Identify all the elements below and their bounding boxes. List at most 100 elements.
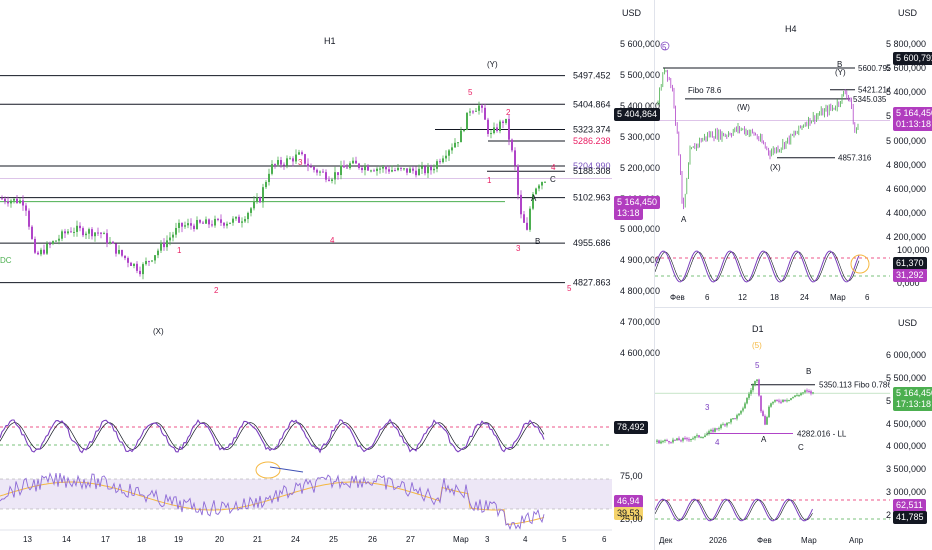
candle-body <box>124 255 126 259</box>
candle-body <box>331 179 333 182</box>
candle-body <box>376 168 378 172</box>
candle-body <box>451 147 453 151</box>
d1-candle-body <box>678 438 680 441</box>
candle-body <box>178 222 180 228</box>
candle-body <box>463 130 465 132</box>
d1-price-tick: 4 500,000 <box>886 418 927 429</box>
d1-fibo-label: 5350.113 Fibo 0.786 <box>819 381 890 390</box>
candle-body <box>46 243 48 254</box>
d1-candle-body <box>712 429 714 432</box>
d1-candle-body <box>756 379 758 382</box>
d1-osc-value-tag: 41,785 <box>893 511 927 524</box>
candle-body <box>370 170 372 172</box>
candle-body <box>541 182 543 186</box>
d1-wave-label: 4 <box>715 438 720 447</box>
d1-last-price-tag: 5 164,450 <box>893 387 932 400</box>
candle-body <box>316 169 318 173</box>
d1-candle-body <box>662 440 664 442</box>
h4-osc-tick: 0,000 <box>897 278 920 288</box>
candle-body <box>88 229 90 234</box>
h4-chart-panel[interactable]: H4 5600.792 5421.214 5345.035 4857.316 Fibo … <box>655 0 890 305</box>
candle-body <box>61 231 63 239</box>
d1-wave-label: A <box>761 435 767 444</box>
h1-price-chart[interactable]: 5497.452 5404.864 5323.374 5286.238 5204.990… <box>0 0 612 550</box>
h4-price-tick: 5 400,000 <box>886 87 927 98</box>
d1-candle-body <box>684 438 686 440</box>
d1-candle-body <box>742 408 744 411</box>
d1-candle-body <box>730 418 732 423</box>
candle-body <box>337 172 339 176</box>
h1-price-axis[interactable]: USD 5 600,000 5 500,000 5 400,000 5 300,000… <box>612 0 660 530</box>
h4-date-label: Мар <box>830 293 846 302</box>
d1-candle-body <box>800 393 802 396</box>
candle-body <box>73 231 75 233</box>
candle-body <box>355 160 357 164</box>
candle-body <box>232 218 234 223</box>
h1-chart-panel[interactable]: H1 5497.452 5404.864 5323.374 5286.238 5204.… <box>0 0 612 550</box>
h4-fibo-label: Fibo 78.6 <box>688 86 722 95</box>
candle-body <box>502 121 504 123</box>
candle-body <box>265 182 267 188</box>
h4-level-label: 5421.214 <box>858 86 890 95</box>
h1-last-price-tag: 5 164,450 <box>614 196 661 209</box>
candle-body <box>106 233 108 244</box>
candle-body <box>403 168 405 170</box>
d1-candle-body <box>738 413 740 416</box>
candle-body <box>226 223 228 226</box>
candle-body <box>163 243 165 248</box>
rsi-highlight-circle <box>255 461 281 479</box>
candle-body <box>259 197 261 203</box>
d1-candle-body <box>698 435 700 438</box>
d1-candle-body <box>708 431 710 434</box>
h4-wave-label: (X) <box>770 163 781 172</box>
candle-body <box>310 166 312 168</box>
candle-body <box>472 111 474 113</box>
candle-body <box>460 130 462 143</box>
candle-body <box>175 227 177 235</box>
candle-body <box>433 168 435 171</box>
d1-candle-body <box>680 440 682 442</box>
d1-candle-body <box>770 403 772 407</box>
d1-candle-body <box>734 418 736 420</box>
candle-body <box>133 263 135 266</box>
h4-wave-label: (Y) <box>835 68 846 77</box>
h1-date-label: 13 <box>23 535 32 544</box>
h1-rsi-tick: 25,00 <box>620 514 643 524</box>
h1-date-label: 24 <box>291 535 300 544</box>
candle-body <box>121 249 123 256</box>
d1-candle-body <box>690 438 692 441</box>
candle-body <box>304 154 306 164</box>
h4-price-tick: 5 600,000 <box>886 63 927 74</box>
candle-body <box>346 167 348 169</box>
candle-body <box>529 208 531 230</box>
d1-date-label: 2026 <box>709 536 727 545</box>
d1-candle-body <box>702 437 704 439</box>
candle-body <box>493 127 495 134</box>
candle-body <box>445 155 447 159</box>
h4-wave-label: 5 <box>662 43 667 52</box>
d1-title: D1 <box>752 324 764 334</box>
candle-body <box>268 173 270 183</box>
h4-level-label: 4857.316 <box>838 154 872 163</box>
d1-candle-body <box>660 441 662 444</box>
d1-candle-body <box>748 393 750 398</box>
candle-body <box>436 161 438 169</box>
candle-body <box>283 164 285 166</box>
candle-body <box>499 121 501 132</box>
d1-candle-body <box>808 391 810 393</box>
candle-body <box>130 262 132 266</box>
candle-body <box>31 226 33 239</box>
d1-candle-body <box>752 385 754 391</box>
candle-body <box>1 198 3 200</box>
d1-price-chart[interactable]: 5350.113 Fibo 0.786 4282.016 - LL (5) 5 3 4 A B… <box>655 310 890 550</box>
d1-candle-body <box>664 440 666 442</box>
rsi-line <box>0 472 545 531</box>
candle-body <box>367 166 369 171</box>
level-label: 4955.686 <box>573 238 611 248</box>
d1-price-tick: 4 000,000 <box>886 441 927 452</box>
d1-chart-panel[interactable]: D1 5350.113 Fibo 0.786 4282.016 - LL (5) 5 3… <box>655 310 890 550</box>
d1-candle-body <box>726 422 728 426</box>
h4-price-tick: 4 600,000 <box>886 183 927 194</box>
h4-last-time-tag: 01:13:18 <box>893 118 932 131</box>
